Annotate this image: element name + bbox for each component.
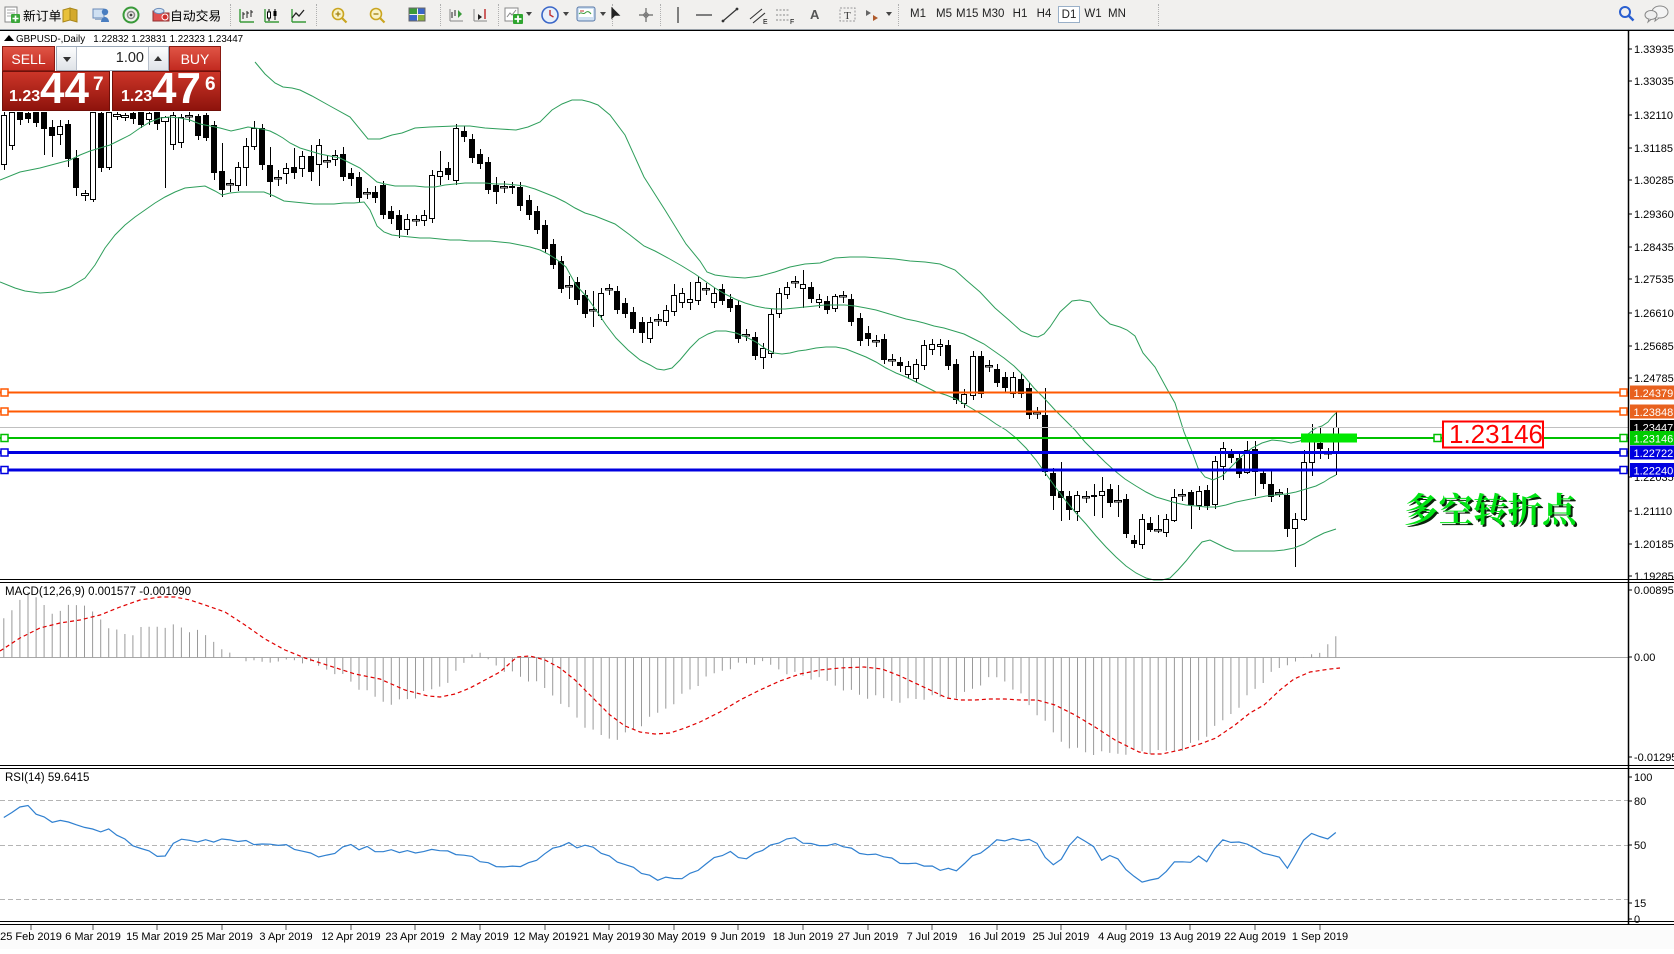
- svg-text:50: 50: [1634, 840, 1646, 852]
- svg-text:1.28435: 1.28435: [1634, 242, 1674, 254]
- svg-text:T: T: [844, 10, 851, 22]
- svg-text:25 Mar 2019: 25 Mar 2019: [191, 931, 253, 943]
- svg-text:15: 15: [1634, 898, 1646, 910]
- svg-text:1.25685: 1.25685: [1634, 341, 1674, 353]
- svg-text:27 Jun 2019: 27 Jun 2019: [838, 931, 899, 943]
- svg-text:30 May 2019: 30 May 2019: [642, 931, 706, 943]
- svg-text:1.22722: 1.22722: [1634, 448, 1674, 460]
- svg-text:1.24785: 1.24785: [1634, 373, 1674, 385]
- svg-text:0: 0: [1634, 914, 1640, 926]
- svg-text:1.22240: 1.22240: [1634, 466, 1674, 478]
- svg-text:0.00: 0.00: [1634, 652, 1655, 664]
- svg-text:9 Jun 2019: 9 Jun 2019: [711, 931, 765, 943]
- svg-text:1.32110: 1.32110: [1634, 110, 1673, 122]
- svg-text:1.27535: 1.27535: [1634, 274, 1674, 286]
- svg-text:1.33935: 1.33935: [1634, 44, 1674, 56]
- svg-text:0.008954: 0.008954: [1634, 585, 1674, 597]
- svg-text:100: 100: [1634, 772, 1652, 784]
- svg-text:23 Apr 2019: 23 Apr 2019: [385, 931, 444, 943]
- svg-text:21 May 2019: 21 May 2019: [577, 931, 641, 943]
- svg-text:1.24379: 1.24379: [1634, 388, 1674, 400]
- svg-text:4 Aug 2019: 4 Aug 2019: [1098, 931, 1154, 943]
- svg-text:1.23146: 1.23146: [1634, 434, 1674, 446]
- svg-text:1.33035: 1.33035: [1634, 76, 1674, 88]
- svg-text:18 Jun 2019: 18 Jun 2019: [773, 931, 834, 943]
- svg-text:2 May 2019: 2 May 2019: [451, 931, 508, 943]
- svg-text:1.31185: 1.31185: [1634, 143, 1673, 155]
- svg-text:1.20185: 1.20185: [1634, 539, 1674, 551]
- svg-text:MACD(12,26,9) 0.001577 -0.0010: MACD(12,26,9) 0.001577 -0.001090: [5, 586, 191, 598]
- svg-text:80: 80: [1634, 796, 1646, 808]
- svg-text:1.30285: 1.30285: [1634, 175, 1674, 187]
- svg-text:13 Aug 2019: 13 Aug 2019: [1159, 931, 1221, 943]
- svg-text:6 Mar 2019: 6 Mar 2019: [65, 931, 121, 943]
- svg-text:15 Mar 2019: 15 Mar 2019: [126, 931, 188, 943]
- svg-text:1.26610: 1.26610: [1634, 308, 1674, 320]
- svg-text:1 Sep 2019: 1 Sep 2019: [1292, 931, 1348, 943]
- svg-text:1.29360: 1.29360: [1634, 209, 1674, 221]
- svg-text:-0.012957: -0.012957: [1634, 752, 1674, 764]
- svg-text:12 Apr 2019: 12 Apr 2019: [321, 931, 380, 943]
- svg-text:22 Aug 2019: 22 Aug 2019: [1224, 931, 1286, 943]
- svg-text:1.19285: 1.19285: [1634, 571, 1674, 583]
- svg-text:RSI(14) 59.6415: RSI(14) 59.6415: [5, 772, 89, 784]
- svg-text:7 Jul 2019: 7 Jul 2019: [907, 931, 958, 943]
- svg-text:F: F: [790, 19, 794, 25]
- svg-text:E: E: [763, 19, 768, 25]
- svg-text:16 Jul 2019: 16 Jul 2019: [969, 931, 1026, 943]
- svg-text:1.23146: 1.23146: [1449, 419, 1543, 449]
- svg-text:3 Apr 2019: 3 Apr 2019: [259, 931, 312, 943]
- svg-text:1.21110: 1.21110: [1634, 506, 1672, 518]
- svg-text:12 May 2019: 12 May 2019: [513, 931, 577, 943]
- svg-text:GBPUSD-,Daily 1.22832 1.2383: GBPUSD-,Daily 1.22832 1.23831 1.22323 1.…: [16, 34, 243, 45]
- svg-text:25 Jul 2019: 25 Jul 2019: [1033, 931, 1090, 943]
- svg-text:1.23848: 1.23848: [1634, 407, 1674, 419]
- svg-text:25 Feb 2019: 25 Feb 2019: [0, 931, 62, 943]
